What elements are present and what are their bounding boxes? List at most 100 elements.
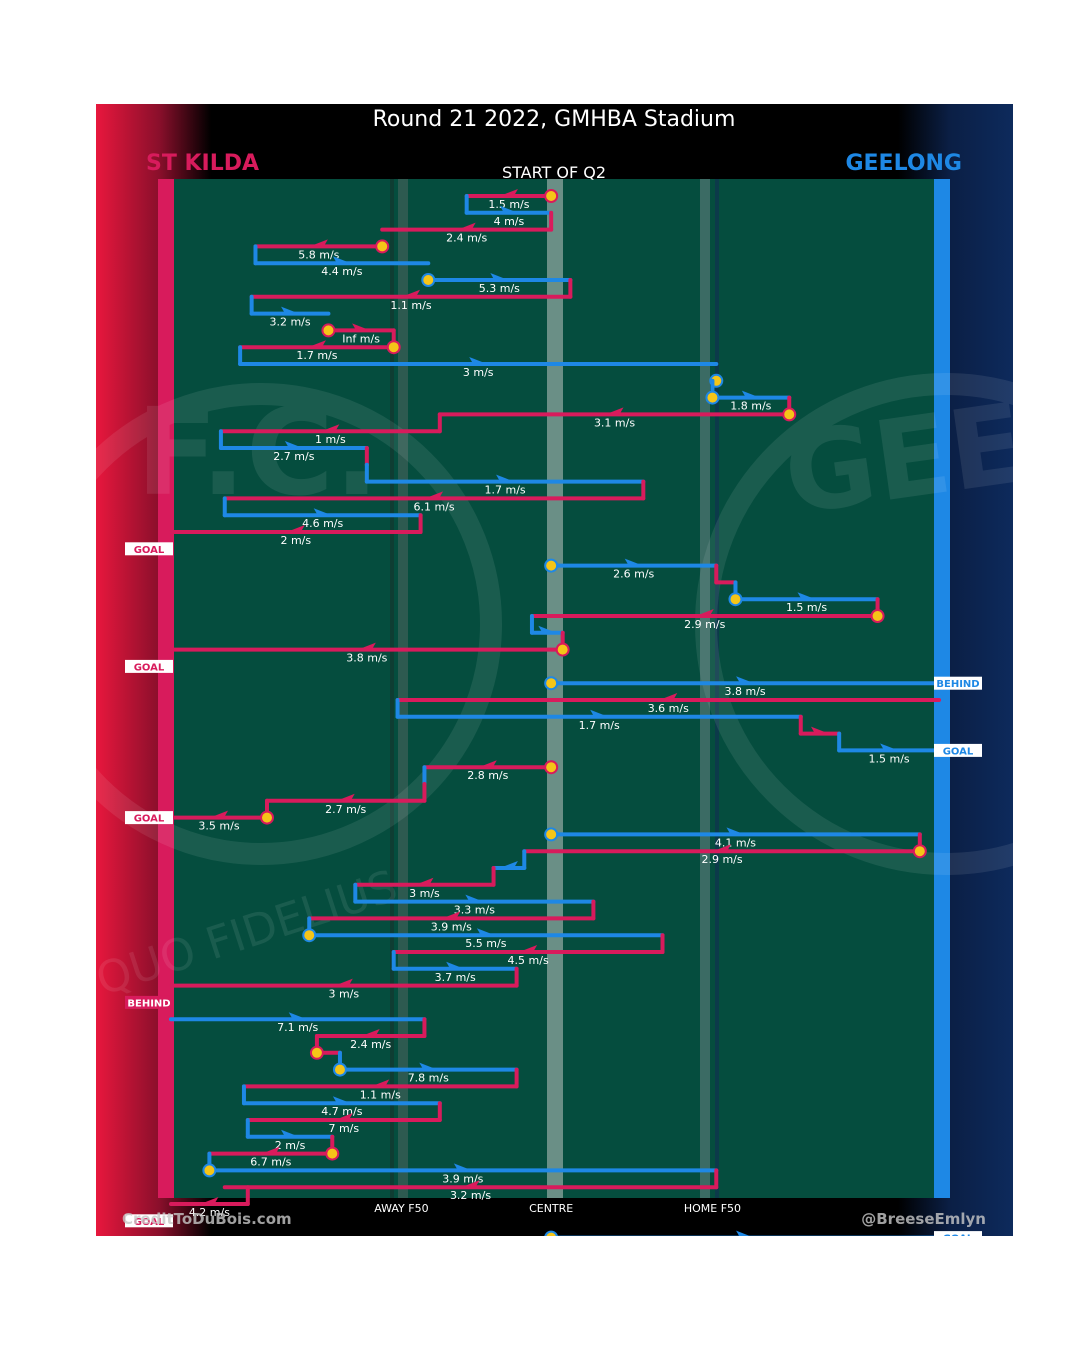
result-tag-label: GOAL <box>943 746 974 757</box>
chain-5: 1.8 m/s 3.1 m/s 1 m/s2.7 m/s 1.7 m/s 6.1 m/s… <box>169 373 797 547</box>
speed-label: 3 m/s <box>463 366 494 379</box>
result-tag-goal: GOAL <box>125 659 173 673</box>
speed-label: 1.5 m/s <box>869 752 910 765</box>
home-f50-band <box>700 179 710 1198</box>
disposal-marker <box>544 676 559 691</box>
direction-arrow <box>453 1163 472 1171</box>
disposal-marker <box>544 1230 558 1236</box>
direction-arrow <box>286 525 305 532</box>
footer-left-credit: CreditToDuBois.com <box>122 1210 292 1228</box>
speed-label: 3.3 m/s <box>454 904 495 917</box>
result-tag-label: BEHIND <box>936 679 979 690</box>
speed-label: 7 m/s <box>328 1122 359 1135</box>
direction-arrow <box>810 726 829 734</box>
direction-arrow <box>880 743 899 751</box>
direction-arrow <box>371 1079 390 1087</box>
disposal-marker <box>544 189 559 203</box>
chain-13: BEHIND <box>125 995 173 1009</box>
speed-label: 2 m/s <box>275 1139 306 1152</box>
result-tag-box <box>934 1231 982 1236</box>
chain-2: 5.8 m/s 4.4 m/s <box>253 239 431 278</box>
chain-14: 7.1 m/s 2.4 m/s 7.8 m/s 1.1 m/s 4.7 m/s 7 m/s… <box>169 1012 719 1219</box>
disposal-marker <box>332 1062 347 1077</box>
speed-label: 2.4 m/s <box>350 1038 391 1051</box>
speed-label: 4 m/s <box>494 215 525 228</box>
chain-12: 4.1 m/s 2.9 m/s 3 m/s 3.3 m/s 3.9 m/s 5.5 m/s… <box>169 827 927 1001</box>
chain-7: 2.6 m/s 1.5 m/s 2.9 m/s 3.8 m/s <box>169 558 885 665</box>
direction-arrow <box>736 676 755 684</box>
direction-arrow <box>624 558 643 566</box>
direction-arrow <box>402 289 420 297</box>
direction-arrow <box>499 861 518 868</box>
direction-arrow <box>469 357 488 364</box>
speed-label: 7.1 m/s <box>277 1021 318 1034</box>
chain-1: 1.5 m/s 4 m/s 2.4 m/s <box>380 189 559 245</box>
speed-label: 1.7 m/s <box>296 349 337 362</box>
direction-arrow <box>415 877 434 885</box>
speed-label: 1.7 m/s <box>579 719 620 732</box>
disposal-marker <box>544 760 559 775</box>
speed-label: 1.7 m/s <box>485 484 526 497</box>
stkilda-goal-line <box>158 179 174 1198</box>
result-tag-label: BEHIND <box>127 998 170 1009</box>
direction-arrow <box>659 693 678 700</box>
x-tick-label: HOME F50 <box>684 1202 741 1215</box>
result-tag-label: GOAL <box>134 662 165 673</box>
disposal-marker <box>302 928 317 943</box>
result-tag-box <box>125 995 173 1009</box>
home-team-label: ST KILDA <box>146 151 259 176</box>
result-tag-behind: BEHIND <box>934 676 982 690</box>
direction-arrow <box>261 1146 280 1154</box>
direction-arrow <box>478 760 497 768</box>
disposal-marker <box>260 810 274 825</box>
disposal-marker <box>870 609 885 623</box>
direction-arrow <box>313 508 332 516</box>
direction-arrow <box>210 810 228 818</box>
result-tag-label: GOAL <box>134 814 165 825</box>
speed-label: 2.9 m/s <box>701 853 742 866</box>
direction-arrow <box>499 205 518 213</box>
direction-arrow <box>605 407 624 415</box>
disposal-marker <box>325 1146 340 1161</box>
quarter-label: START OF Q2 <box>502 163 606 182</box>
x-axis: AWAY F50 CENTRE HOME F50 <box>374 1202 741 1215</box>
chain-9: 3.8 m/s BEHIND <box>544 676 982 698</box>
disposal-marker <box>202 1163 217 1178</box>
speed-label: 5.3 m/s <box>479 282 520 295</box>
chain-4: Inf m/s 1.7 m/s 3 m/s <box>238 323 719 379</box>
direction-arrow <box>321 424 340 432</box>
speed-label: 3.8 m/s <box>346 652 387 665</box>
direction-arrow <box>419 1062 438 1070</box>
direction-arrow <box>461 1180 480 1188</box>
direction-arrow <box>332 256 351 264</box>
speed-label: 3.2 m/s <box>450 1189 491 1202</box>
speed-label: 2 m/s <box>280 534 311 547</box>
direction-arrow <box>284 441 303 448</box>
away-f50-band <box>398 179 408 1198</box>
chain-6: GOAL <box>125 542 173 556</box>
direction-arrow <box>309 239 328 247</box>
direction-arrow <box>741 390 760 398</box>
speed-label: 3.6 m/s <box>648 702 689 715</box>
speed-label: 2.8 m/s <box>467 769 508 782</box>
direction-arrow <box>476 928 495 936</box>
speed-label: 3.1 m/s <box>594 416 635 429</box>
result-tag-box <box>125 659 173 673</box>
speed-label: 3.8 m/s <box>725 685 766 698</box>
direction-arrow <box>465 894 484 902</box>
speed-label: 2.7 m/s <box>273 450 314 463</box>
speed-label: 1.1 m/s <box>390 299 431 312</box>
direction-arrow <box>334 1113 353 1120</box>
chain-8: GOAL <box>125 659 173 673</box>
direction-arrow <box>336 793 355 801</box>
chain-3: 5.3 m/s 1.1 m/s 3.2 m/s <box>249 273 573 329</box>
speed-label: 3.9 m/s <box>442 1172 483 1185</box>
result-tag-box <box>934 743 982 757</box>
result-tag-goal: GOAL <box>125 1214 173 1228</box>
disposal-marker <box>728 592 743 607</box>
result-tag-label: GOAL <box>134 1217 165 1228</box>
speed-label: 5.8 m/s <box>298 248 339 261</box>
disposal-marker <box>544 827 559 842</box>
direction-arrow <box>538 625 557 633</box>
direction-arrow <box>307 340 326 348</box>
